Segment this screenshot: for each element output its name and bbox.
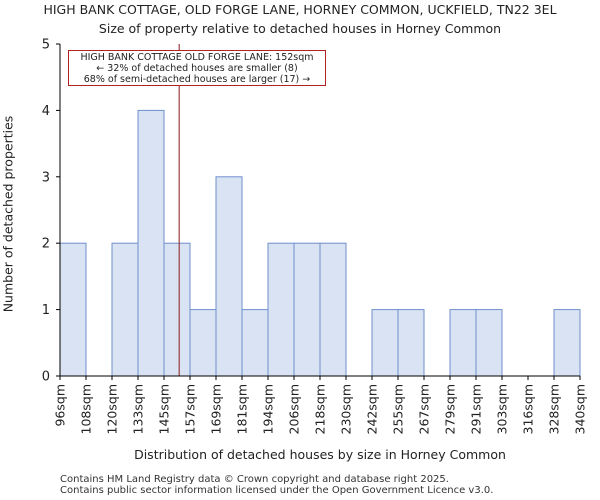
x-tick-label: 157sqm	[183, 384, 198, 434]
y-tick-label: 5	[42, 38, 50, 53]
footer-line-1: Contains HM Land Registry data © Crown c…	[60, 474, 449, 485]
x-tick-label: 96sqm	[53, 384, 68, 427]
annotation-line-3: 68% of semi-detached houses are larger (…	[83, 74, 311, 85]
x-tick-label: 279sqm	[443, 384, 458, 434]
bar	[163, 242, 191, 377]
x-tick-label: 194sqm	[261, 384, 276, 434]
bar	[59, 242, 87, 377]
bar	[553, 309, 581, 377]
x-tick-label: 108sqm	[79, 384, 94, 434]
bar	[137, 109, 165, 377]
bar	[319, 242, 347, 377]
bar	[371, 309, 399, 377]
y-ticks-group: 0 1 2 3 4 5	[42, 38, 60, 385]
bar	[111, 242, 139, 377]
x-tick-label: 120sqm	[105, 384, 120, 434]
x-tick-label: 303sqm	[495, 384, 510, 434]
x-tick-label: 218sqm	[313, 384, 328, 434]
x-tick-label: 255sqm	[391, 384, 406, 434]
bar	[189, 309, 217, 377]
footer-line-2: Contains public sector information licen…	[60, 485, 494, 496]
x-tick-label: 340sqm	[573, 384, 588, 434]
bars-group	[59, 109, 581, 377]
chart-subtitle: Size of property relative to detached ho…	[98, 21, 502, 36]
y-tick-label: 1	[42, 303, 50, 318]
bar	[397, 309, 425, 377]
x-axis-label: Distribution of detached houses by size …	[134, 447, 506, 462]
chart-title: HIGH BANK COTTAGE, OLD FORGE LANE, HORNE…	[43, 2, 557, 17]
bar	[475, 309, 503, 377]
bar	[449, 309, 477, 377]
x-ticks-group: 96sqm 108sqm 120sqm 133sqm 145sqm 157sqm 169sq…	[53, 376, 588, 434]
bar	[293, 242, 321, 377]
bar	[215, 176, 243, 377]
x-tick-label: 169sqm	[209, 384, 224, 434]
annotation-line-1: HIGH BANK COTTAGE OLD FORGE LANE: 152sqm	[80, 52, 314, 63]
x-tick-label: 181sqm	[235, 384, 250, 434]
property-annotation: HIGH BANK COTTAGE OLD FORGE LANE: 152sqm…	[68, 50, 326, 86]
x-tick-label: 230sqm	[339, 384, 354, 434]
y-tick-label: 3	[42, 170, 50, 185]
x-tick-label: 267sqm	[417, 384, 432, 434]
x-tick-label: 328sqm	[547, 384, 562, 434]
x-tick-label: 316sqm	[521, 384, 536, 434]
x-tick-label: 242sqm	[365, 384, 380, 434]
x-tick-label: 206sqm	[287, 384, 302, 434]
bar	[241, 309, 269, 377]
y-axis-label: Number of detached properties	[0, 115, 16, 313]
x-tick-label: 145sqm	[157, 384, 172, 434]
annotation-line-2: ← 32% of detached houses are smaller (8)	[96, 63, 298, 74]
bar	[267, 242, 295, 377]
y-tick-label: 0	[42, 370, 50, 385]
y-tick-label: 2	[42, 237, 50, 252]
x-tick-label: 291sqm	[469, 384, 484, 434]
x-tick-label: 133sqm	[131, 384, 146, 434]
y-tick-label: 4	[42, 104, 50, 119]
